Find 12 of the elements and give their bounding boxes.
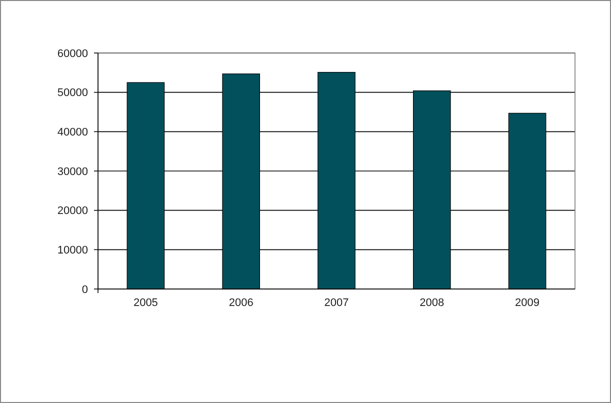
y-tick-label: 0	[82, 284, 88, 296]
y-tick-label: 60000	[57, 48, 88, 60]
y-tick-label: 50000	[57, 87, 88, 100]
x-tick-label: 2005	[133, 297, 158, 309]
y-tick-label: 30000	[57, 166, 88, 178]
x-tick-label: 2006	[228, 297, 254, 309]
y-tick-label: 20000	[57, 205, 88, 218]
x-tick-label: 2007	[324, 297, 349, 309]
x-tick-label: 2008	[420, 297, 444, 309]
y-tick-label: 40000	[57, 126, 88, 139]
x-tick-label: 2009	[515, 297, 540, 309]
y-tick-label: 10000	[57, 244, 88, 257]
